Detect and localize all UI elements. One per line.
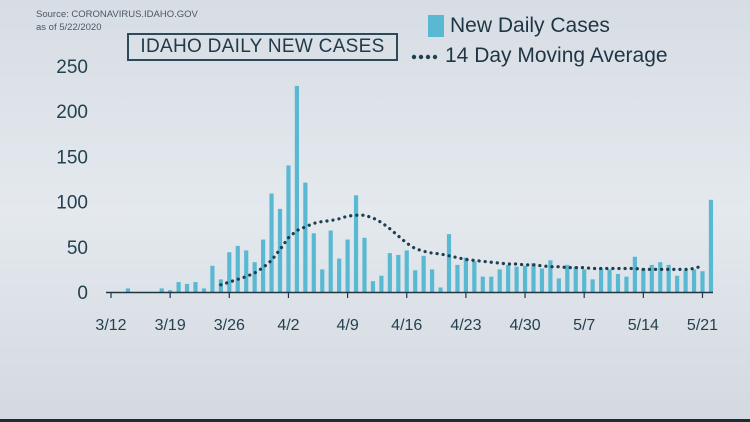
legend-dots-swatch [411, 54, 438, 60]
bar [700, 271, 705, 292]
bar [455, 264, 460, 292]
bar [480, 276, 485, 292]
bar [522, 265, 528, 292]
bar [708, 199, 714, 292]
bar [683, 270, 688, 292]
bar [539, 268, 545, 292]
bar [303, 182, 308, 292]
bottom-band [0, 419, 750, 422]
bar [277, 208, 283, 292]
bar [328, 230, 333, 292]
bar [446, 234, 452, 292]
bar [413, 270, 418, 292]
bar [691, 269, 697, 292]
bar [227, 252, 232, 292]
legend-label-average: 14 Day Moving Average [445, 44, 668, 67]
x-tick-label: 3/26 [214, 317, 245, 334]
legend-label-cases: New Daily Cases [450, 14, 610, 37]
bar [311, 233, 316, 292]
bar [506, 264, 511, 292]
y-tick-label: 150 [56, 147, 88, 168]
bar [489, 276, 494, 292]
bar [548, 260, 553, 292]
bar [370, 281, 376, 292]
bar [193, 282, 198, 292]
bar [294, 85, 299, 292]
bar [666, 264, 671, 292]
bar [201, 288, 207, 292]
bar [658, 262, 663, 292]
legend-moving-average: 14 Day Moving Average [410, 44, 668, 68]
x-tick-label: 4/16 [391, 317, 422, 334]
bar [362, 237, 367, 292]
source-note: Source: CORONAVIRUS.IDAHO.GOV as of 5/22… [36, 8, 198, 34]
chart-title: IDAHO DAILY NEW CASES [127, 33, 398, 61]
x-tick-label: 4/23 [450, 317, 481, 334]
bar [615, 273, 621, 292]
bar [168, 290, 173, 292]
bar [565, 264, 570, 292]
bar [387, 253, 392, 292]
legend-bar-swatch [428, 15, 444, 37]
bar [472, 261, 477, 292]
bar [649, 264, 654, 292]
moving-average-line [219, 213, 705, 287]
x-tick-label: 5/21 [687, 317, 718, 334]
bar [430, 269, 435, 292]
bar [641, 268, 646, 292]
bar [497, 269, 502, 292]
y-tick-label: 200 [56, 102, 88, 123]
bar [379, 275, 384, 292]
x-tick-label: 4/9 [336, 317, 358, 334]
bar [261, 239, 266, 292]
bar [244, 250, 249, 292]
bar [184, 283, 190, 292]
bar [632, 256, 637, 292]
bar [607, 269, 612, 292]
bar [345, 239, 350, 292]
bar [599, 268, 604, 292]
bar [176, 282, 181, 292]
bar [675, 275, 680, 292]
x-tick-label: 3/12 [95, 317, 126, 334]
bar [573, 266, 578, 292]
y-tick-label: 250 [56, 57, 88, 78]
bar [582, 269, 587, 292]
source-line: Source: CORONAVIRUS.IDAHO.GOV [36, 9, 198, 20]
x-tick-label: 5/14 [628, 317, 659, 334]
bar [125, 288, 130, 292]
y-tick-label: 100 [56, 193, 88, 214]
bar [337, 258, 342, 292]
bar [438, 287, 443, 292]
legend-new-daily-cases: New Daily Cases [428, 14, 610, 38]
x-tick-label: 4/30 [509, 317, 540, 334]
y-tick-label: 50 [67, 238, 88, 259]
bar [514, 266, 519, 292]
bar [235, 245, 240, 292]
bar [624, 276, 629, 292]
bar [159, 288, 164, 292]
y-tick-label: 0 [77, 283, 88, 304]
bar [210, 265, 215, 292]
bar [421, 255, 426, 292]
bar [269, 193, 274, 292]
bar [463, 257, 468, 292]
x-tick-label: 3/19 [155, 317, 186, 334]
as-of-date: as of 5/22/2020 [36, 22, 102, 33]
x-tick-label: 4/2 [277, 317, 299, 334]
bar [590, 279, 595, 292]
bar [353, 195, 359, 292]
bar [320, 269, 325, 292]
bar [531, 263, 536, 292]
bar [252, 262, 257, 292]
bar [286, 165, 291, 292]
bar [556, 278, 561, 292]
bar [404, 250, 409, 292]
x-tick-label: 5/7 [573, 317, 595, 334]
bar [396, 254, 401, 292]
